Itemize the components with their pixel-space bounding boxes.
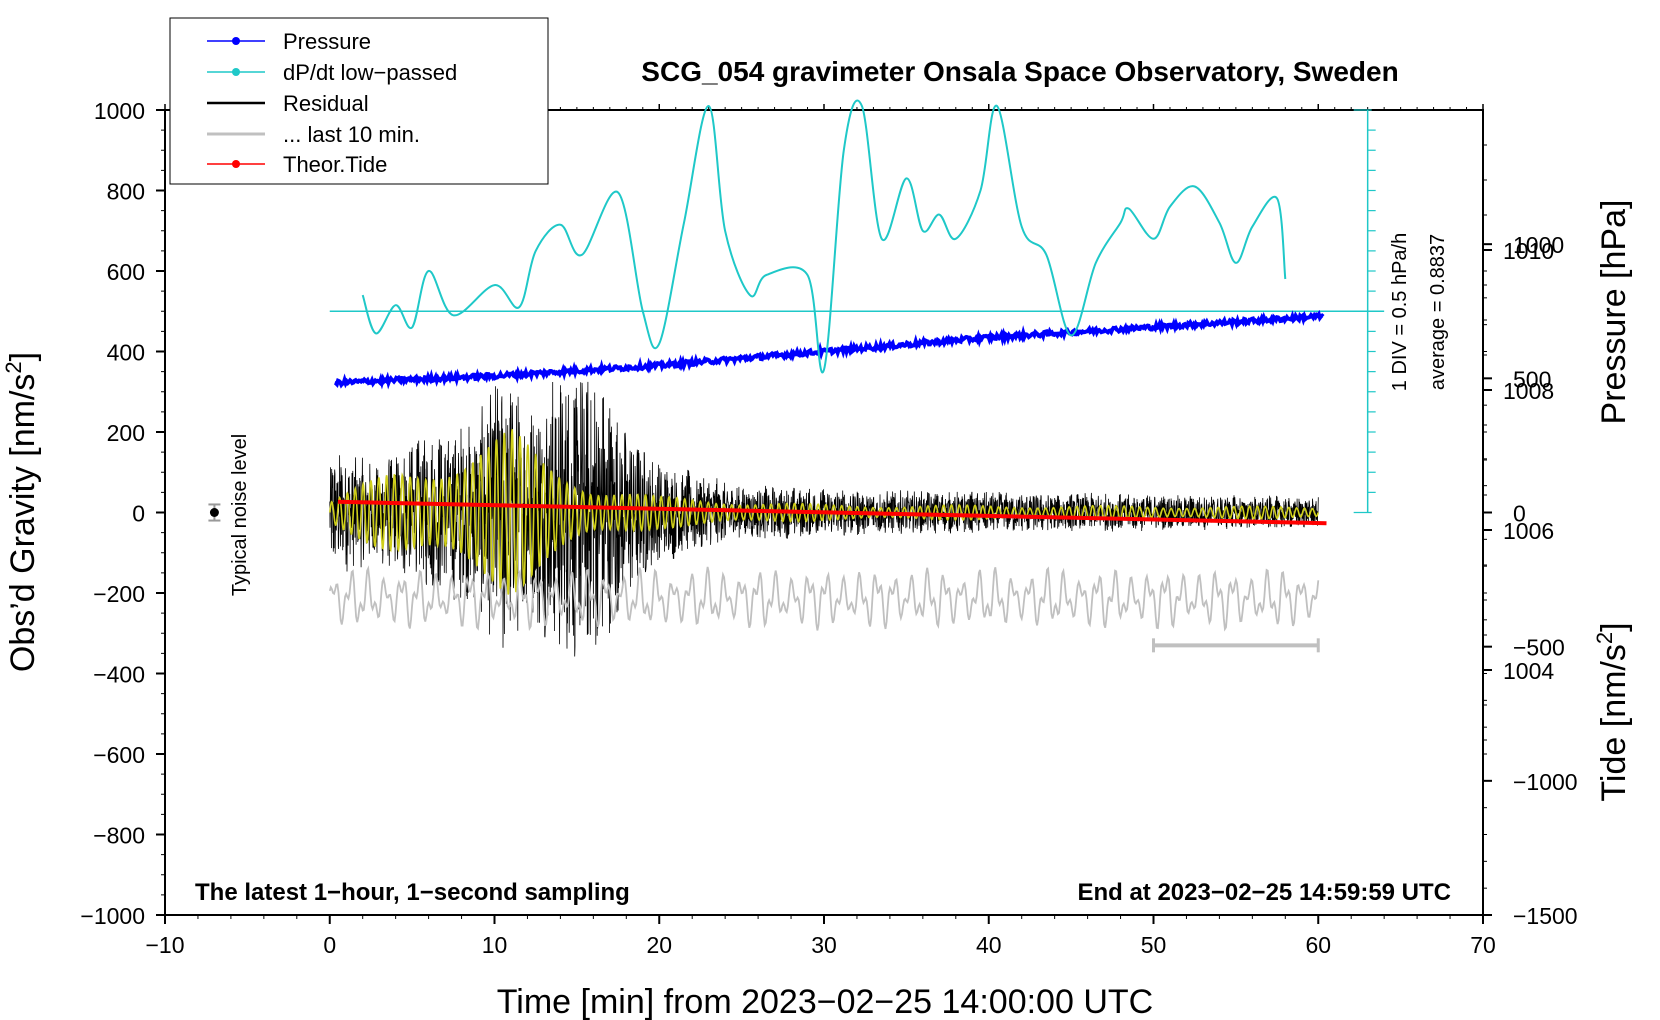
div-scale-label: 1 DIV = 0.5 hPa/h [1389, 233, 1411, 391]
tide-series [337, 499, 1327, 526]
y-tick-label-tide: 500 [1513, 366, 1551, 392]
y-tick-label-tide: −1500 [1513, 903, 1578, 929]
y-tick-label-pressure: 1004 [1503, 658, 1554, 684]
x-tick-label: 20 [646, 932, 672, 958]
legend-entry-tide: Theor.Tide [207, 152, 387, 177]
y-tick-label-gravity: 600 [107, 259, 145, 285]
x-tick-label: 10 [482, 932, 508, 958]
y-tick-label-gravity: −1000 [80, 903, 145, 929]
x-tick-label: −10 [145, 932, 184, 958]
legend-entry-pressure: Pressure [207, 29, 371, 54]
y-tick-label-tide: 1000 [1513, 232, 1564, 258]
legend-marker-dpdt [232, 68, 240, 76]
y-axis-title-pressure: Pressure [hPa] [1595, 200, 1633, 425]
y-axis-title-tide: Tide [nm/s2] [1592, 622, 1633, 801]
x-tick-label: 50 [1141, 932, 1167, 958]
y-axis-title-tide-main: Tide [nm/s [1595, 644, 1633, 801]
legend-entry-dpdt: dP/dt low−passed [207, 60, 457, 85]
tick-layer: −10 0 10 20 30 40 50 60 70 1000 800 600 400 200 0 −200 −… [80, 98, 1577, 958]
y-tick-label-gravity: 1000 [94, 98, 145, 124]
x-tick-label: 60 [1305, 932, 1331, 958]
legend-label-dpdt: dP/dt low−passed [283, 60, 457, 85]
y-tick-label-gravity: 0 [132, 501, 145, 527]
x-tick-label: 40 [976, 932, 1002, 958]
noise-marker-point [209, 508, 219, 517]
legend-label-residual: Residual [283, 91, 369, 116]
chart-title: SCG_054 gravimeter Onsala Space Observat… [641, 56, 1398, 87]
legend-label-pressure: Pressure [283, 29, 371, 54]
legend-marker-tide [232, 160, 240, 168]
y-axis-title-gravity-main: Obs’d Gravity [nm/s [4, 374, 42, 673]
y-tick-label-pressure: 1010 [1503, 238, 1554, 264]
y-tick-label-gravity: −200 [93, 581, 145, 607]
y-tick-label-tide: −500 [1513, 635, 1565, 661]
x-tick-label: 0 [323, 932, 336, 958]
y-tick-label-gravity: 200 [107, 420, 145, 446]
y-axis-title-gravity-sup: 2 [1, 361, 26, 373]
end-time-note: End at 2023−02−25 14:59:59 UTC [1077, 879, 1451, 906]
last10-series [328, 565, 1320, 632]
y-tick-label-gravity: −400 [93, 662, 145, 688]
legend-entry-residual: Residual [207, 91, 369, 116]
legend: Pressure dP/dt low−passed Residual ... l… [169, 17, 549, 185]
legend-box [169, 17, 549, 185]
y-tick-label-tide: −1000 [1513, 769, 1578, 795]
y-axis-title-gravity-end: ] [4, 352, 42, 361]
x-tick-label: 30 [811, 932, 837, 958]
dpdt-series [361, 99, 1287, 374]
legend-entry-last10: ... last 10 min. [207, 122, 420, 147]
average-label: average = 0.8837 [1427, 234, 1449, 390]
x-axis-title: Time [min] from 2023−02−25 14:00:00 UTC [497, 983, 1153, 1020]
y-tick-label-tide: 0 [1513, 501, 1526, 527]
y-tick-label-gravity: −800 [93, 823, 145, 849]
legend-label-tide: Theor.Tide [283, 152, 387, 177]
y-axis-title-gravity: Obs’d Gravity [nm/s2] [1, 352, 42, 672]
y-tick-label-gravity: 400 [107, 340, 145, 366]
noise-level-label: Typical noise level [229, 434, 251, 596]
y-axis-title-tide-sup: 2 [1592, 632, 1617, 644]
y-tick-label-gravity: −600 [93, 742, 145, 768]
pressure-series [334, 309, 1325, 390]
y-axis-title-tide-end: ] [1595, 622, 1633, 631]
sampling-note: The latest 1−hour, 1−second sampling [195, 879, 630, 906]
y-tick-label-gravity: 800 [107, 179, 145, 205]
x-tick-label: 70 [1470, 932, 1496, 958]
legend-label-last10: ... last 10 min. [283, 122, 420, 147]
series-layer [208, 99, 1385, 657]
legend-marker-pressure [232, 37, 240, 45]
y-tick-label-pressure: 1008 [1503, 378, 1554, 404]
y-tick-label-pressure: 1006 [1503, 518, 1554, 544]
